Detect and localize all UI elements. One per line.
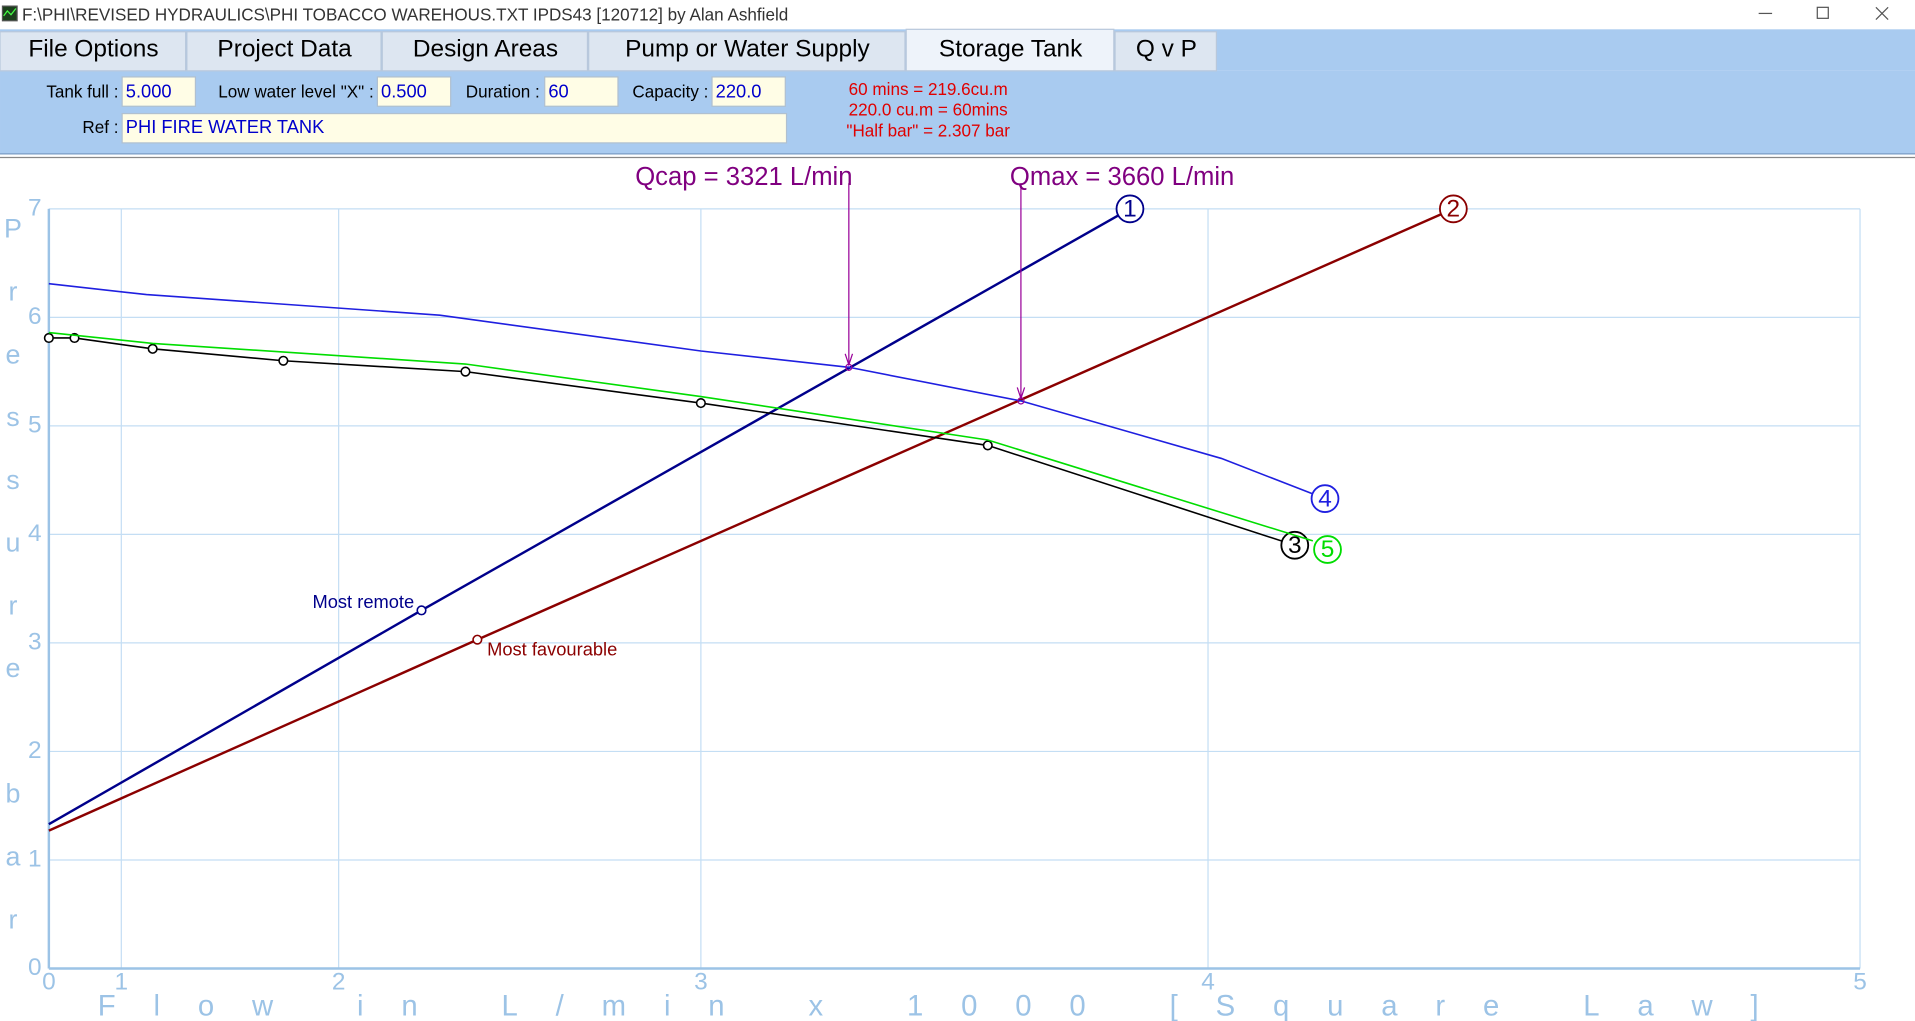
field-label: Low water level "X" : <box>218 82 373 101</box>
data-point <box>695 398 706 409</box>
window-title: F:\PHI\REVISED HYDRAULICS\PHI TOBACCO WA… <box>22 5 788 24</box>
ref-value[interactable]: PHI FIRE WATER TANK <box>126 116 325 137</box>
field-input[interactable] <box>544 76 619 107</box>
data-point <box>147 343 158 354</box>
series-line <box>48 331 1314 542</box>
data-point <box>982 440 993 451</box>
x-tick-label: 4 <box>1201 969 1215 996</box>
series-name-badge <box>1310 484 1340 513</box>
data-point <box>472 634 483 645</box>
field-label: Capacity : <box>632 82 708 101</box>
x-tick-label: 2 <box>332 969 346 996</box>
field-label: Duration : <box>466 82 540 101</box>
annotation-point <box>845 363 853 371</box>
tab[interactable] <box>0 31 187 72</box>
tab-label[interactable]: Q v P <box>1136 36 1197 63</box>
ref-label: Ref : <box>82 118 118 137</box>
x-tick-label: 5 <box>1853 969 1867 996</box>
y-tick-label: 4 <box>28 520 42 547</box>
tab[interactable] <box>381 31 589 72</box>
field-label: Tank full : <box>46 82 118 101</box>
x-tick-label: 1 <box>115 969 129 996</box>
y-tick-label: 5 <box>28 411 42 438</box>
tab-label[interactable]: File Options <box>28 36 158 63</box>
tab[interactable] <box>1114 31 1218 72</box>
series-line <box>48 282 1326 500</box>
point-label: Most favourable <box>487 639 617 660</box>
note: "Half bar" = 2.307 bar <box>846 121 1010 140</box>
series-name-badge <box>1280 530 1310 560</box>
series-name: 4 <box>1318 485 1332 512</box>
field-value[interactable]: 220.0 <box>716 81 762 102</box>
series-name: 1 <box>1123 196 1137 223</box>
field-value[interactable]: 5.000 <box>126 81 172 102</box>
field-input[interactable] <box>711 76 786 107</box>
title-bar <box>0 0 1915 30</box>
series-name-badge <box>1313 535 1342 564</box>
annotation-label: Qcap = 3321 L/min <box>635 163 852 191</box>
field-value[interactable]: 60 <box>548 81 568 102</box>
field-input[interactable] <box>376 76 452 107</box>
data-point <box>278 355 289 366</box>
y-tick-label: 2 <box>28 737 42 764</box>
data-point <box>43 332 54 344</box>
close-button[interactable] <box>1875 6 1889 20</box>
data-point <box>416 605 427 616</box>
series-name-badge <box>1115 194 1145 224</box>
field-value[interactable]: 0.500 <box>381 81 427 102</box>
annotation-label: Qmax = 3660 L/min <box>1010 163 1234 191</box>
x-tick-label: 3 <box>694 969 708 996</box>
series-name: 5 <box>1321 536 1335 563</box>
series-name: 2 <box>1447 196 1461 223</box>
note: 220.0 cu.m = 60mins <box>849 101 1008 120</box>
x-tick-label: 0 <box>42 969 56 996</box>
app-icon-graph <box>3 8 17 17</box>
tab-label[interactable]: Storage Tank <box>939 36 1083 63</box>
series-name-badge <box>1438 194 1468 224</box>
tab[interactable] <box>588 31 906 72</box>
series-name: 3 <box>1288 532 1302 559</box>
tab[interactable] <box>905 28 1115 72</box>
ref-input[interactable] <box>121 112 788 144</box>
restore-button[interactable] <box>1816 6 1829 19</box>
y-tick-label: 0 <box>28 954 42 981</box>
tab-label[interactable]: Design Areas <box>413 36 558 63</box>
tab-label[interactable]: Project Data <box>217 36 352 63</box>
series-line <box>48 337 1296 547</box>
field-input[interactable] <box>121 76 197 107</box>
y-tick-label: 1 <box>28 845 42 872</box>
data-point <box>460 366 471 377</box>
tab[interactable] <box>186 31 382 72</box>
y-tick-label: 6 <box>28 303 42 330</box>
point-label: Most remote <box>312 591 414 612</box>
note: 60 mins = 219.6cu.m <box>849 80 1008 99</box>
y-tick-label: 7 <box>28 194 42 221</box>
y-tick-label: 3 <box>28 628 42 655</box>
annotation-point <box>1017 397 1025 405</box>
tab-label[interactable]: Pump or Water Supply <box>625 36 870 63</box>
